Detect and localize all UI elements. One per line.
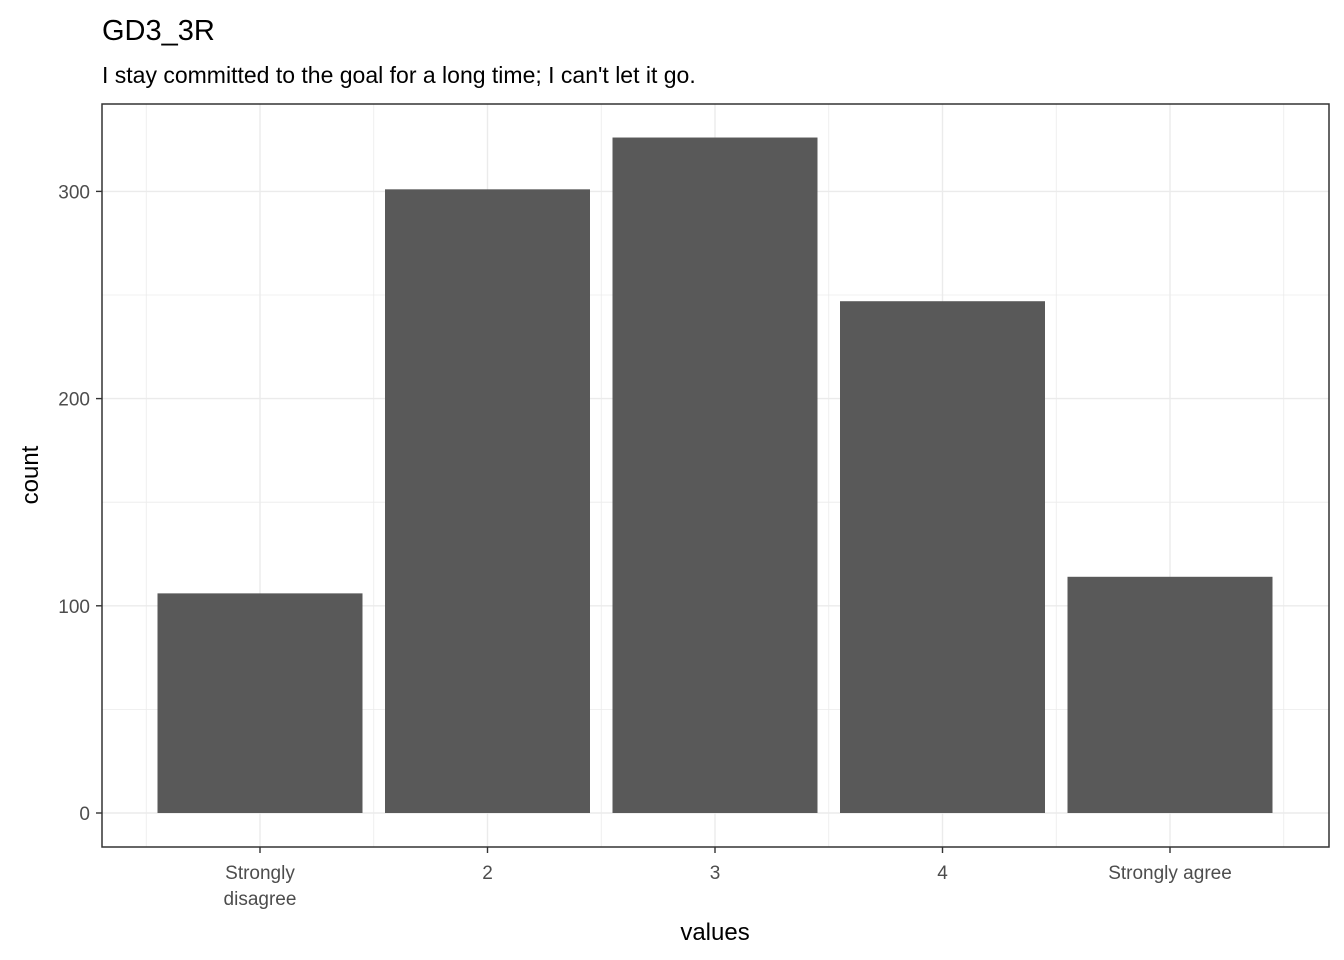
x-tick-label: 4 [937, 863, 948, 884]
x-tick-label: Strongly disagree [224, 863, 297, 910]
x-tick-label: 2 [482, 863, 493, 884]
bar [385, 189, 590, 813]
x-tick-label: 3 [710, 863, 721, 884]
x-tick-label: Strongly agree [1108, 863, 1232, 884]
y-tick-label: 200 [58, 390, 90, 411]
x-axis-title: values [680, 919, 749, 946]
y-tick-label: 300 [58, 182, 90, 203]
chart-title: GD3_3R [102, 15, 215, 47]
y-tick-label: 100 [58, 597, 90, 618]
bar [157, 593, 363, 813]
bar [840, 301, 1045, 813]
y-tick-label: 0 [79, 804, 90, 825]
bar [1067, 576, 1273, 813]
axis-ticks: 0 100 200 300 Strongly disagree 2 3 4 Strongly ag… [58, 182, 1231, 910]
bar [612, 137, 818, 813]
y-axis-title: count [17, 445, 44, 504]
bars [157, 137, 1273, 813]
chart-subtitle: I stay committed to the goal for a long … [102, 62, 696, 88]
